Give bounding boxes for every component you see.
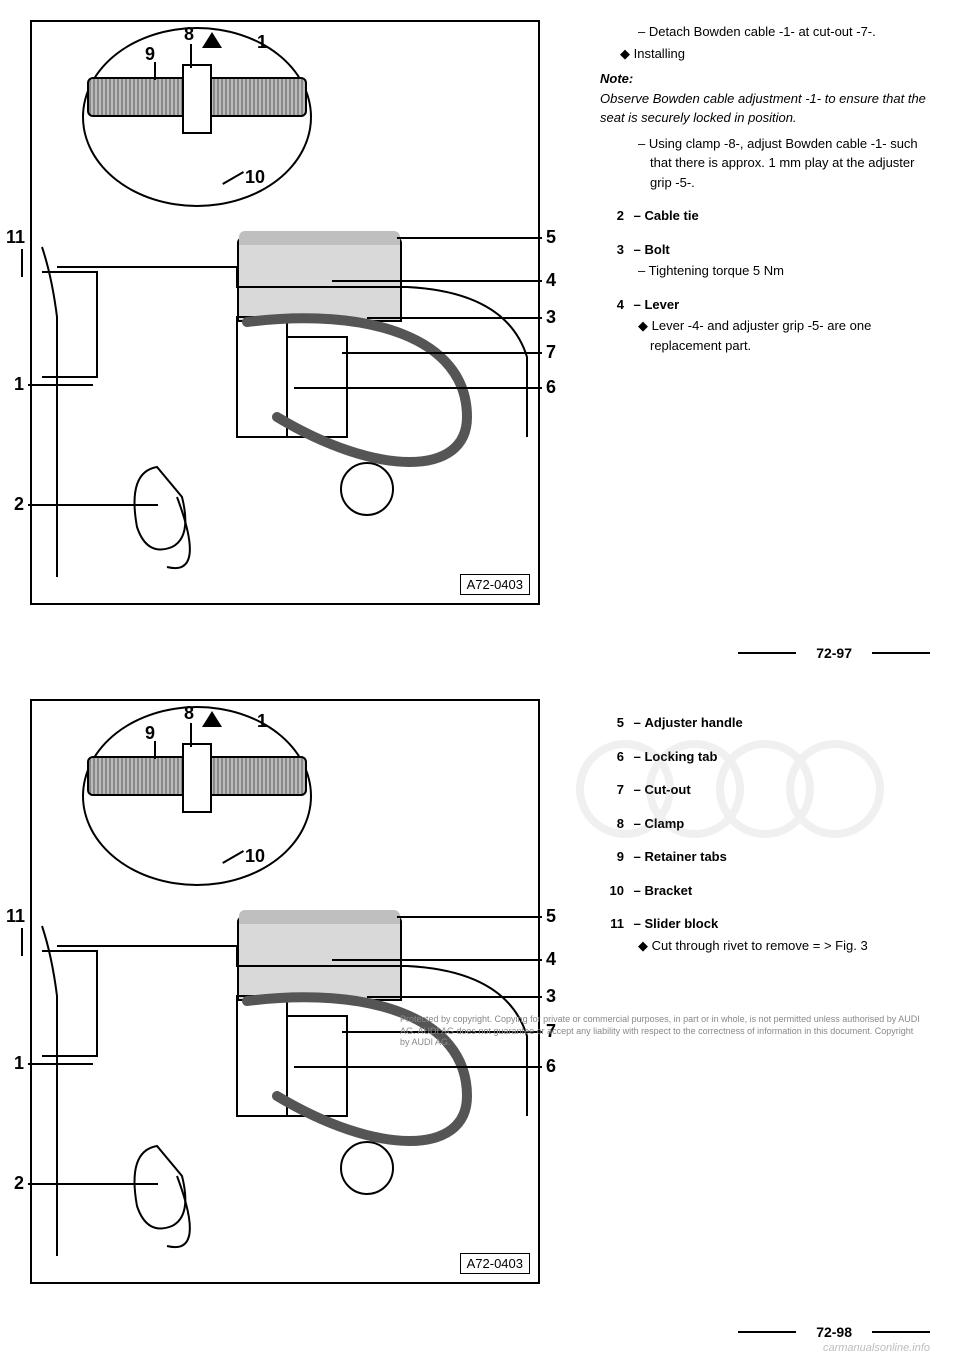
item-9-head: 9 – Retainer tabs — [600, 847, 930, 867]
seat-outline — [37, 237, 537, 597]
callout-7: 7 — [546, 1021, 556, 1042]
rule-left — [738, 652, 796, 654]
page-72-98: erWin 8 9 1 10 — [0, 679, 960, 1358]
callout-11: 11 — [6, 906, 25, 927]
step-detach: – Detach Bowden cable -1- at cut-out -7-… — [600, 22, 930, 42]
rule-right — [872, 652, 930, 654]
item-3-head: 3 – Bolt — [600, 240, 930, 260]
item-11-sub: ◆ Cut through rivet to remove = > Fig. 3 — [600, 936, 930, 956]
leader — [332, 280, 542, 282]
leader — [154, 741, 156, 759]
step-using-clamp: – Using clamp -8-, adjust Bowden cable -… — [600, 134, 930, 193]
arrow-up-icon — [202, 32, 222, 48]
text-column-1: – Detach Bowden cable -1- at cut-out -7-… — [570, 20, 930, 659]
callout-8: 8 — [184, 24, 194, 45]
item-7-head: 7 – Cut-out — [600, 780, 930, 800]
leader — [342, 1031, 542, 1033]
callout-2: 2 — [14, 494, 24, 515]
leader — [190, 44, 192, 68]
step-installing: ◆ Installing — [600, 44, 930, 64]
leader — [397, 237, 542, 239]
callout-1: 1 — [14, 374, 24, 395]
item-8-head: 8 – Clamp — [600, 814, 930, 834]
seat-outline — [37, 916, 537, 1276]
leader — [21, 249, 23, 277]
cable-clamp — [182, 743, 212, 813]
note-body: Observe Bowden cable adjustment -1- to e… — [600, 89, 930, 128]
leader — [367, 996, 542, 998]
item-5-head: 5 – Adjuster handle — [600, 713, 930, 733]
figure-code: A72-0403 — [460, 1253, 530, 1274]
page-number-bar: 72-97 — [738, 645, 930, 661]
leader — [28, 504, 158, 506]
leader — [294, 1066, 542, 1068]
text-column-2: 5 – Adjuster handle 6 – Locking tab 7 – … — [570, 699, 930, 1338]
callout-5: 5 — [546, 906, 556, 927]
item-4-sub: ◆ Lever -4- and adjuster grip -5- are on… — [600, 316, 930, 355]
diagram-72-0403-a: 8 9 1 10 — [30, 20, 540, 605]
page-number-bar: 72-98 — [738, 1324, 930, 1340]
item-10-head: 10 – Bracket — [600, 881, 930, 901]
diagram-72-0403-b: 8 9 1 10 11 — [30, 699, 540, 1284]
leader — [342, 352, 542, 354]
callout-5: 5 — [546, 227, 556, 248]
leader — [332, 959, 542, 961]
callout-7: 7 — [546, 342, 556, 363]
callout-8: 8 — [184, 703, 194, 724]
leader — [294, 387, 542, 389]
diagram-column-b: 8 9 1 10 11 — [30, 699, 570, 1338]
leader — [21, 928, 23, 956]
callout-4: 4 — [546, 270, 556, 291]
callout-3: 3 — [546, 986, 556, 1007]
item-2-head: 2 – Cable tie — [600, 206, 930, 226]
rule-right — [872, 1331, 930, 1333]
callout-10: 10 — [245, 846, 265, 867]
callout-6: 6 — [546, 377, 556, 398]
item-6-head: 6 – Locking tab — [600, 747, 930, 767]
callout-1: 1 — [14, 1053, 24, 1074]
note-label: Note: — [600, 69, 930, 89]
item-4-head: 4 – Lever — [600, 295, 930, 315]
callout-11: 11 — [6, 227, 25, 248]
page-number: 72-97 — [816, 645, 852, 661]
callout-10: 10 — [245, 167, 265, 188]
callout-3: 3 — [546, 307, 556, 328]
arrow-up-icon — [202, 711, 222, 727]
callout-2: 2 — [14, 1173, 24, 1194]
leader — [154, 62, 156, 80]
diagram-column: 8 9 1 10 — [30, 20, 570, 659]
leader — [190, 723, 192, 747]
page-number: 72-98 — [816, 1324, 852, 1340]
footer-url: carmanualsonline.info — [823, 1342, 930, 1354]
callout-4: 4 — [546, 949, 556, 970]
item-11-head: 11 – Slider block — [600, 914, 930, 934]
rule-left — [738, 1331, 796, 1333]
leader — [28, 1183, 158, 1185]
callout-1-top: 1 — [257, 32, 267, 53]
leader — [397, 916, 542, 918]
page-72-97: 8 9 1 10 — [0, 0, 960, 679]
callout-1-top: 1 — [257, 711, 267, 732]
leader — [28, 1063, 93, 1065]
leader — [28, 384, 93, 386]
cable-clamp — [182, 64, 212, 134]
item-3-sub: – Tightening torque 5 Nm — [600, 261, 930, 281]
callout-6: 6 — [546, 1056, 556, 1077]
figure-code: A72-0403 — [460, 574, 530, 595]
leader — [367, 317, 542, 319]
